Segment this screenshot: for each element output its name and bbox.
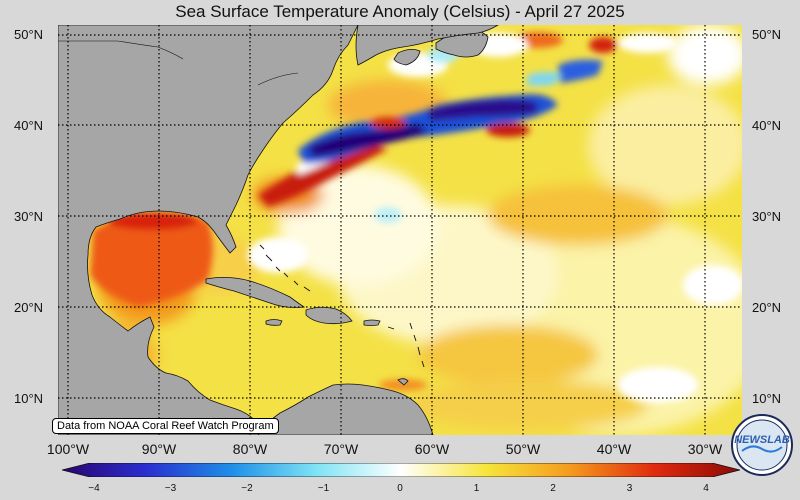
colorbar-tick-label: 3 bbox=[626, 483, 633, 494]
lon-label-60w: 60°W bbox=[414, 441, 450, 457]
lat-label-left-10: 10°N bbox=[14, 391, 44, 406]
colorbar-tick-label: 1 bbox=[473, 483, 480, 494]
colorbar bbox=[62, 463, 740, 477]
colorbar-tick-label: 2 bbox=[550, 483, 556, 494]
colorbar-tick-label: −4 bbox=[88, 483, 100, 494]
borders bbox=[58, 40, 299, 86]
lat-label-left-40: 40°N bbox=[14, 118, 44, 133]
colorbar-tick-label: 4 bbox=[703, 483, 709, 494]
map-title: Sea Surface Temperature Anomaly (Celsius… bbox=[175, 2, 625, 21]
lat-label-left-50: 50°N bbox=[14, 27, 44, 42]
lat-label-right-10: 10°N bbox=[752, 391, 782, 406]
newslab-logo: NEWSLAB bbox=[731, 414, 793, 476]
lat-label-left-20: 20°N bbox=[14, 300, 44, 315]
lon-label-90w: 90°W bbox=[141, 441, 177, 457]
lon-label-30w: 30°W bbox=[687, 441, 723, 457]
data-source-note: Data from NOAA Coral Reef Watch Program bbox=[52, 418, 279, 434]
map-svg bbox=[58, 25, 742, 435]
lon-label-80w: 80°W bbox=[232, 441, 268, 457]
lat-label-right-30: 30°N bbox=[752, 209, 782, 224]
lat-label-right-50: 50°N bbox=[752, 27, 782, 42]
sst-anomaly-map bbox=[58, 25, 742, 435]
colorbar-tick-label: −2 bbox=[241, 483, 253, 494]
lon-label-70w: 70°W bbox=[323, 441, 359, 457]
colorbar-tick-label: 0 bbox=[397, 483, 403, 494]
small-islands bbox=[259, 244, 425, 368]
lat-label-right-20: 20°N bbox=[752, 300, 782, 315]
lat-label-right-40: 40°N bbox=[752, 118, 782, 133]
graticule bbox=[58, 25, 742, 435]
lat-label-left-30: 30°N bbox=[14, 209, 44, 224]
lon-label-40w: 40°W bbox=[596, 441, 632, 457]
lon-label-100w: 100°W bbox=[46, 441, 90, 457]
logo-text: NEWSLAB bbox=[734, 434, 790, 446]
lon-label-50w: 50°W bbox=[505, 441, 541, 457]
colorbar-tick-label: −1 bbox=[317, 483, 330, 494]
colorbar-tick-label: −3 bbox=[164, 483, 177, 494]
